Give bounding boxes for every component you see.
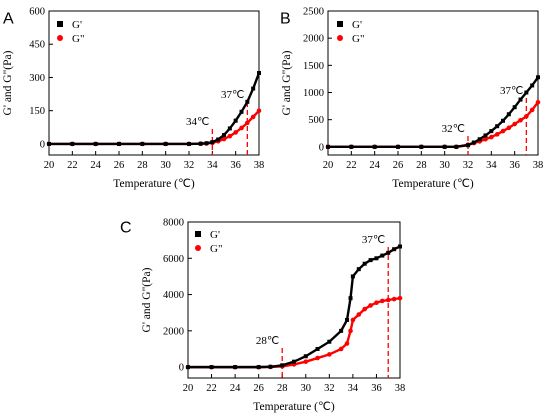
y-tick-label: 2500 xyxy=(303,7,324,18)
legend-marker xyxy=(337,21,343,27)
y-tick-label: 0 xyxy=(40,139,45,150)
y-tick-label: 450 xyxy=(29,40,45,51)
y-tick-label: 4000 xyxy=(163,290,184,301)
plot-frame xyxy=(327,10,539,156)
x-tick-label: 36 xyxy=(509,160,520,171)
x-tick-label: 30 xyxy=(439,160,450,171)
legend-label: G' xyxy=(352,19,362,31)
y-tick-label: 300 xyxy=(29,73,45,84)
series-g-prime xyxy=(326,75,540,149)
legend-label: G" xyxy=(210,243,222,255)
legend: G' G" xyxy=(195,229,222,255)
x-tick-label: 20 xyxy=(44,160,55,171)
x-tick-label: 20 xyxy=(183,383,194,394)
y-tick-label: 8000 xyxy=(163,218,184,229)
y-tick-label: 2000 xyxy=(303,34,324,45)
series-trace xyxy=(49,72,261,146)
series-g-double-prime xyxy=(325,99,541,150)
chart-panel-b: B 20 22 24 26 28 30 32 34 36 38 0 500 1000 1500 2000 250… xyxy=(280,7,543,191)
x-tick-label: 36 xyxy=(371,383,382,394)
x-tick-label: 32 xyxy=(463,160,474,171)
y-axis-title: G' and G"(Pa) xyxy=(141,267,153,332)
x-tick-label: 32 xyxy=(184,160,195,171)
annotation-label: 37℃ xyxy=(500,85,523,97)
y-tick-label: 1000 xyxy=(303,88,324,99)
x-axis-title: Temperature (℃) xyxy=(392,178,474,190)
annotation-label: 37℃ xyxy=(221,89,244,101)
x-tick-label: 38 xyxy=(254,160,265,171)
x-tick-label: 28 xyxy=(416,160,427,171)
series-trace xyxy=(188,245,401,369)
y-axis-title: G' and G"(Pa) xyxy=(2,50,14,115)
legend-label: G' xyxy=(210,229,220,241)
annotation-label: 32℃ xyxy=(442,123,465,135)
legend: G' G" xyxy=(337,19,364,45)
y-axis-title: G' and G"(Pa) xyxy=(281,50,293,115)
x-tick-label: 22 xyxy=(206,383,217,394)
series-trace xyxy=(49,109,260,146)
y-tick-label: 500 xyxy=(308,115,324,126)
x-tick-label: 26 xyxy=(253,383,264,394)
panel-letter: A xyxy=(3,10,14,27)
x-tick-label: 22 xyxy=(67,160,78,171)
x-tick-label: 36 xyxy=(230,160,241,171)
legend-label: G' xyxy=(72,19,82,31)
legend-marker xyxy=(337,35,343,41)
x-tick-label: 24 xyxy=(230,383,241,394)
panel-letter: C xyxy=(120,219,132,236)
legend-marker xyxy=(57,21,63,27)
x-axis-title: Temperature (℃) xyxy=(113,178,195,190)
x-tick-label: 34 xyxy=(207,160,218,171)
legend-marker xyxy=(195,231,201,237)
plot-frame xyxy=(48,10,260,156)
x-tick-label: 34 xyxy=(348,383,359,394)
series-trace xyxy=(188,297,401,369)
annotation-label: 34℃ xyxy=(186,116,209,128)
x-axis-title: Temperature (℃) xyxy=(253,401,335,413)
series-trace xyxy=(328,76,539,149)
x-tick-label: 22 xyxy=(346,160,357,171)
x-tick-label: 24 xyxy=(369,160,380,171)
y-tick-label: 150 xyxy=(29,106,45,117)
x-tick-label: 28 xyxy=(277,383,288,394)
y-tick-label: 6000 xyxy=(163,254,184,265)
x-tick-label: 34 xyxy=(486,160,497,171)
annotation-label: 37℃ xyxy=(362,234,385,246)
x-tick-label: 26 xyxy=(114,160,125,171)
series-g-prime xyxy=(186,244,402,370)
legend-label: G" xyxy=(72,33,84,45)
series-g-double-prime xyxy=(185,295,403,370)
chart-panel-c: C 20 22 24 26 28 30 32 34 36 38 0 2000 4000 6000 8000 Te… xyxy=(120,218,405,414)
x-tick-label: 24 xyxy=(90,160,101,171)
legend: G' G" xyxy=(57,19,84,45)
x-tick-label: 38 xyxy=(395,383,406,394)
y-tick-label: 2000 xyxy=(163,326,184,337)
x-tick-label: 30 xyxy=(301,383,312,394)
y-tick-label: 600 xyxy=(29,7,45,18)
series-g-prime xyxy=(47,71,261,146)
x-tick-label: 26 xyxy=(393,160,404,171)
x-tick-label: 30 xyxy=(160,160,171,171)
legend-marker xyxy=(57,35,63,41)
y-tick-label: 0 xyxy=(319,142,324,153)
x-tick-label: 38 xyxy=(533,160,544,171)
x-tick-label: 28 xyxy=(137,160,148,171)
legend-label: G" xyxy=(352,33,364,45)
panel-letter: B xyxy=(280,10,291,27)
x-tick-label: 20 xyxy=(323,160,334,171)
x-tick-label: 32 xyxy=(324,383,335,394)
annotation-label: 28℃ xyxy=(256,335,279,347)
y-tick-label: 0 xyxy=(179,363,184,374)
series-trace xyxy=(328,101,539,149)
chart-panel-a: A 20 22 24 26 28 30 32 34 36 38 0 150 300 450 600 Temper… xyxy=(2,7,264,191)
y-tick-label: 1500 xyxy=(303,61,324,72)
legend-marker xyxy=(195,245,201,251)
